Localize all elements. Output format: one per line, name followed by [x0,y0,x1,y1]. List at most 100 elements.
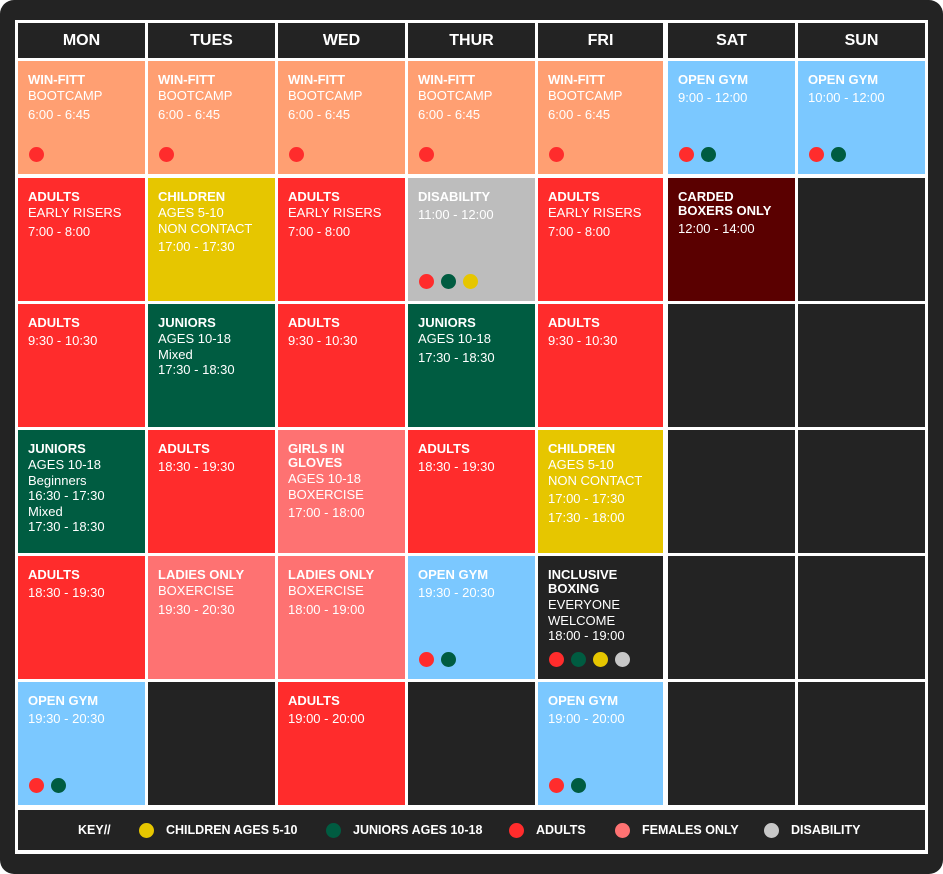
empty-slot [668,304,795,427]
class-time: 19:00 - 20:00 [288,711,365,726]
class-detail: AGES 10-18 [418,331,491,346]
class-slot[interactable]: WIN-FITT BOOTCAMP 6:00 - 6:45 [408,61,535,174]
class-time: 18:30 - 19:30 [28,585,105,600]
adults-dot-icon [549,147,564,162]
audience-dots [679,147,716,162]
class-slot[interactable]: ADULTS 9:30 - 10:30 [18,304,145,427]
class-time: 9:30 - 10:30 [28,333,98,348]
audience-dots [549,778,586,793]
class-slot[interactable]: INCLUSIVE BOXING EVERYONE WELCOME 18:00 - 19… [538,556,663,679]
class-time: 7:00 - 8:00 [548,223,611,239]
class-title: BOXING [548,581,600,596]
class-title: CARDED [678,189,734,204]
class-title: ADULTS [158,441,210,456]
class-slot[interactable]: WIN-FITT BOOTCAMP 6:00 - 6:45 [278,61,405,174]
day-header-sat: SAT [668,23,795,58]
empty-slot [798,178,925,301]
class-title: DISABILITY [418,189,491,204]
class-title: OPEN GYM [418,567,489,582]
class-slot[interactable]: OPEN GYM 19:30 - 20:30 [18,682,145,805]
pink-dot-icon [615,822,630,838]
juniors-dot-icon [571,652,586,667]
adults-dot-icon [419,147,434,162]
class-time: 6:00 - 6:45 [288,106,351,122]
class-slot[interactable]: WIN-FITT BOOTCAMP 6:00 - 6:45 [538,61,663,174]
class-time: 10:00 - 12:00 [808,90,885,105]
class-slot[interactable]: LADIES ONLY BOXERCISE 19:30 - 20:30 [148,556,275,679]
class-detail: Beginners [28,472,87,488]
class-detail: EARLY RISERS [548,205,642,220]
key-item-label: ADULTS [536,823,586,837]
adults-dot-icon [419,274,434,289]
class-title: ADULTS [288,315,340,330]
class-slot[interactable]: GIRLS IN GLOVES AGES 10-18 BOXERCISE 17:00 … [278,430,405,553]
juniors-dot-icon [571,778,586,793]
day-header-wed: WED [278,23,405,58]
audience-dots [549,652,630,667]
key-item-females: FEMALES ONLY [615,810,739,850]
class-slot[interactable]: ADULTS EARLY RISERS 7:00 - 8:00 [278,178,405,301]
class-slot[interactable]: JUNIORS AGES 10-18 17:30 - 18:30 [408,304,535,427]
green-dot-icon [326,822,341,838]
class-slot[interactable]: OPEN GYM 9:00 - 12:00 [668,61,795,174]
class-slot[interactable]: ADULTS 19:00 - 20:00 [278,682,405,805]
class-slot[interactable]: DISABILITY 11:00 - 12:00 [408,178,535,301]
class-detail: BOXERCISE [288,583,364,598]
class-slot[interactable]: LADIES ONLY BOXERCISE 18:00 - 19:00 [278,556,405,679]
class-slot[interactable]: JUNIORS AGES 10-18 Mixed 17:30 - 18:30 [148,304,275,427]
class-time: 18:00 - 19:00 [288,601,365,617]
class-slot[interactable]: CHILDREN AGES 5-10 NON CONTACT 17:00 - 17:3… [538,430,663,553]
class-title: WIN-FITT [288,72,346,87]
adults-dot-icon [289,147,304,162]
class-slot[interactable]: ADULTS 9:30 - 10:30 [538,304,663,427]
audience-dots [29,778,66,793]
class-title: CHILDREN [548,441,616,456]
empty-slot [798,556,925,679]
class-detail: WELCOME [548,612,616,628]
class-title: CHILDREN [158,189,226,204]
children-dot-icon [463,274,478,289]
audience-dots [419,147,434,162]
class-title: ADULTS [288,693,340,708]
class-time: 17:00 - 17:30 [158,239,235,254]
class-slot[interactable]: WIN-FITT BOOTCAMP 6:00 - 6:45 [148,61,275,174]
class-detail: NON CONTACT [548,472,643,488]
key-item-juniors: JUNIORS AGES 10-18 [326,810,482,850]
class-slot[interactable]: ADULTS EARLY RISERS 7:00 - 8:00 [18,178,145,301]
class-time: 12:00 - 14:00 [678,221,755,236]
class-slot[interactable]: JUNIORS AGES 10-18 Beginners 16:30 - 17:30 M… [18,430,145,553]
class-slot[interactable]: CARDED BOXERS ONLY 12:00 - 14:00 [668,178,795,301]
class-slot[interactable]: CHILDREN AGES 5-10 NON CONTACT 17:00 - 17:3… [148,178,275,301]
class-detail: BOXERCISE [158,583,234,598]
class-slot[interactable]: ADULTS 18:30 - 19:30 [408,430,535,553]
class-slot[interactable]: ADULTS 9:30 - 10:30 [278,304,405,427]
juniors-dot-icon [831,147,846,162]
class-detail: Mixed [158,346,193,362]
class-slot[interactable]: OPEN GYM 10:00 - 12:00 [798,61,925,174]
adults-dot-icon [159,147,174,162]
class-detail: AGES 10-18 [158,331,231,346]
class-title: WIN-FITT [418,72,476,87]
adults-dot-icon [29,147,44,162]
class-slot[interactable]: ADULTS 18:30 - 19:30 [148,430,275,553]
class-slot[interactable]: ADULTS 18:30 - 19:30 [18,556,145,679]
key-label: KEY// [78,823,111,837]
class-detail: AGES 10-18 [288,471,361,486]
class-slot[interactable]: OPEN GYM 19:00 - 20:00 [538,682,663,805]
empty-slot [668,430,795,553]
audience-dots [809,147,846,162]
class-time: 18:30 - 19:30 [418,459,495,474]
class-detail: 16:30 - 17:30 [28,488,105,503]
class-title: GIRLS IN GLOVES [288,441,345,470]
class-detail: NON CONTACT [158,220,253,236]
key-item-disability: DISABILITY [764,810,860,850]
adults-dot-icon [29,778,44,793]
class-slot[interactable]: OPEN GYM 19:30 - 20:30 [408,556,535,679]
class-time: 18:30 - 19:30 [158,459,235,474]
yellow-dot-icon [139,822,154,838]
class-slot[interactable]: ADULTS EARLY RISERS 7:00 - 8:00 [538,178,663,301]
class-detail: AGES 5-10 [548,457,614,472]
class-time: 17:00 - 18:00 [288,505,365,520]
empty-slot [408,682,535,805]
class-slot[interactable]: WIN-FITT BOOTCAMP 6:00 - 6:45 [18,61,145,174]
